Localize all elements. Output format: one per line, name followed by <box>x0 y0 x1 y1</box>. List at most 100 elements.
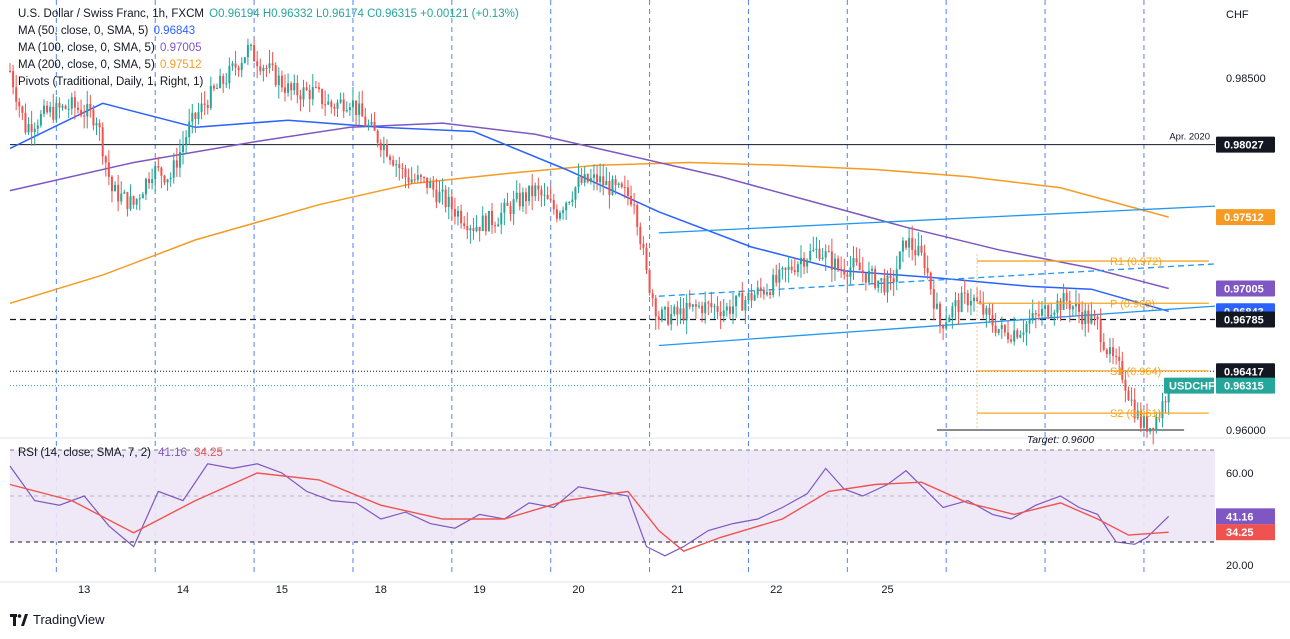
candle-body <box>994 325 997 334</box>
candle-body <box>589 178 592 182</box>
rsi-legend[interactable]: RSI (14, close, SMA, 7, 2) 41.16 34.25 <box>18 447 223 459</box>
candle-body <box>651 293 654 299</box>
candle-body <box>602 176 605 186</box>
candle-body <box>355 100 358 116</box>
brand-name: TradingView <box>33 612 105 627</box>
candle-body <box>243 57 246 63</box>
price-tag-label: 0.97512 <box>1224 212 1264 224</box>
candle-body <box>762 290 765 295</box>
candle-body <box>997 328 1000 334</box>
candle-body <box>466 225 469 231</box>
candle-body <box>1139 410 1142 428</box>
price-tag-label: 0.96785 <box>1224 314 1264 326</box>
candle-body <box>1053 312 1056 315</box>
ma100-label: MA (100, close, 0, SMA, 5) <box>18 42 155 54</box>
candle-body <box>1096 316 1099 320</box>
candle-body <box>321 89 324 105</box>
candle-body <box>370 121 373 125</box>
candle-body <box>80 109 83 116</box>
candle-body <box>1013 330 1016 342</box>
candle-body <box>577 176 580 188</box>
candle-body <box>358 103 361 116</box>
candle-body <box>169 177 172 180</box>
candle-body <box>515 192 518 200</box>
candle-body <box>537 185 540 190</box>
candle-body <box>163 175 166 183</box>
candle-body <box>1022 332 1025 335</box>
candle-body <box>299 95 302 100</box>
candle-body <box>833 258 836 270</box>
candle-body <box>667 307 670 325</box>
candle-body <box>12 71 15 88</box>
candle-body <box>744 299 747 311</box>
rsi-sma-value: 34.25 <box>194 447 223 459</box>
rsi-tick-label: 60.00 <box>1226 468 1254 480</box>
candle-body <box>423 177 426 179</box>
candle-body <box>957 299 960 312</box>
price-axis[interactable]: CHF 0.98500 0.96000 0.98027 0.97512 0.97005 0.… <box>1164 9 1275 437</box>
tradingview-brand[interactable]: TradingView <box>10 612 105 627</box>
candle-body <box>73 97 76 108</box>
candle-body <box>861 270 864 274</box>
candle-body <box>262 67 265 72</box>
candle-body <box>376 130 379 143</box>
candle-body <box>1127 390 1130 401</box>
candle-body <box>237 67 240 71</box>
candle-body <box>1118 356 1121 361</box>
symbol-tag-box <box>1164 377 1214 394</box>
symbol-title[interactable]: U.S. Dollar / Swiss Franc, 1h, FXCM <box>18 8 204 20</box>
candle-body <box>911 238 914 250</box>
candle-body <box>385 144 388 157</box>
apr-2020-label: Apr. 2020 <box>1169 132 1210 143</box>
candle-body <box>787 266 790 270</box>
candle-body <box>531 185 534 197</box>
candle-body <box>1130 399 1133 401</box>
candle-body <box>728 306 731 314</box>
candle-body <box>401 167 404 169</box>
candle-body <box>1047 305 1050 317</box>
candle-body <box>21 106 24 113</box>
candle-body <box>617 183 620 186</box>
legend-pivots[interactable]: Pivots (Traditional, Daily, 1, Right, 1) <box>18 74 519 91</box>
candle-body <box>491 210 493 226</box>
candle-body <box>880 278 883 281</box>
candle-body <box>314 87 317 89</box>
candle-body <box>753 294 756 301</box>
candle-body <box>664 307 667 310</box>
candle-body <box>478 226 481 232</box>
candle-body <box>710 303 713 308</box>
candle-body <box>914 249 917 256</box>
candle-body <box>1056 300 1059 313</box>
candle-body <box>917 245 920 256</box>
candle-body <box>864 273 867 283</box>
candle-body <box>76 107 79 110</box>
candle-body <box>271 63 274 66</box>
candle-body <box>444 189 447 208</box>
price-tag-box <box>1216 136 1275 153</box>
ma200-label: MA (200, close, 0, SMA, 5) <box>18 59 155 71</box>
candle-body <box>42 105 45 114</box>
candle-body <box>614 179 617 186</box>
legend-ma50[interactable]: MA (50, close, 0, SMA, 5) 0.96843 <box>18 23 519 40</box>
candle-body <box>1087 310 1090 324</box>
candle-body <box>15 87 18 102</box>
candle-body <box>194 112 197 120</box>
candle-body <box>1099 319 1102 343</box>
candle-body <box>416 175 419 180</box>
target-label: Target: 0.9600 <box>1027 434 1094 446</box>
ma200-value: 0.97512 <box>159 59 202 71</box>
date-axis[interactable]: 13 14 15 18 19 20 21 22 25 <box>78 584 894 596</box>
candle-body <box>500 212 503 225</box>
candle-body <box>821 257 824 260</box>
legend-ma100[interactable]: MA (100, close, 0, SMA, 5) 0.97005 <box>18 40 519 57</box>
candle-body <box>883 278 886 293</box>
date-tick-label: 14 <box>177 584 189 596</box>
candle-body <box>639 226 642 244</box>
candle-body <box>506 202 509 206</box>
legend-ma200[interactable]: MA (200, close, 0, SMA, 5) 0.97512 <box>18 57 519 74</box>
candle-body <box>219 75 222 89</box>
candle-body <box>178 151 181 168</box>
candle-body <box>98 123 101 128</box>
candle-body <box>1108 347 1111 355</box>
